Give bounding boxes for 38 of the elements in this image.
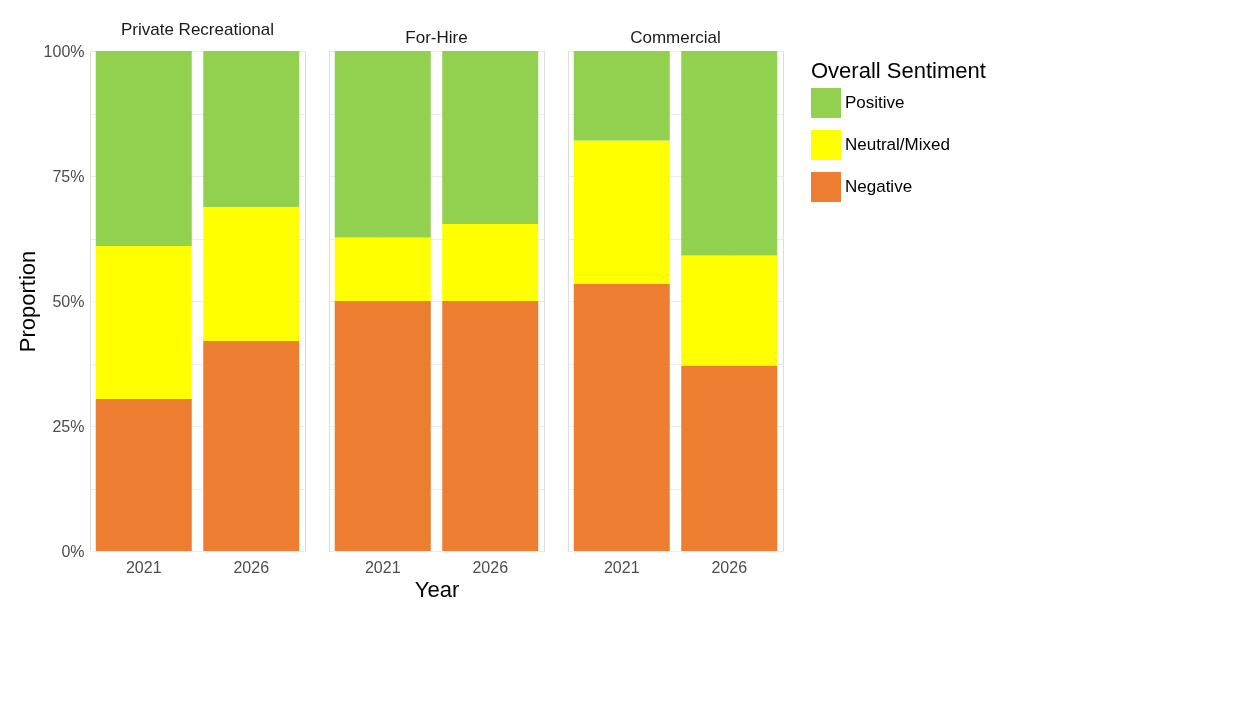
chart-title: Commercial: [630, 28, 721, 47]
bar: [573, 140, 670, 284]
legend-title: Overall Sentiment: [811, 58, 986, 83]
bar: [681, 365, 778, 551]
x-tick-label: 2021: [603, 558, 640, 576]
bar: [681, 255, 778, 366]
y-tick-label: 50%: [52, 292, 85, 310]
bar: [334, 237, 431, 301]
bar: [95, 399, 192, 551]
bar: [203, 207, 300, 341]
chart-title: Private Recreational: [120, 20, 275, 39]
legend-label: Neutral/Mixed: [845, 135, 950, 154]
bar: [573, 51, 670, 141]
bar: [573, 284, 670, 551]
bar: [203, 341, 300, 551]
x-tick-label: 2026: [233, 558, 270, 576]
x-axis-title: Year: [414, 576, 460, 602]
bar: [442, 224, 539, 301]
x-tick-label: 2026: [711, 558, 748, 576]
y-tick-label: 100%: [43, 42, 85, 60]
y-tick-label: 0%: [61, 542, 85, 560]
bar: [334, 301, 431, 551]
chart-title: For-Hire: [405, 28, 468, 47]
y-tick-label: 75%: [52, 167, 85, 185]
y-axis-title: Proportion: [14, 250, 40, 353]
x-tick-label: 2026: [472, 558, 509, 576]
x-tick-label: 2021: [364, 558, 401, 576]
x-tick-label: 2021: [125, 558, 162, 576]
legend-label: Negative: [845, 177, 913, 196]
bar: [95, 246, 192, 399]
bar: [442, 301, 539, 551]
bar: [442, 51, 539, 224]
bar: [681, 51, 778, 256]
bar: [95, 51, 192, 246]
bar: [334, 51, 431, 238]
y-tick-label: 25%: [52, 417, 85, 435]
legend-label: Positive: [845, 93, 905, 112]
bar: [203, 51, 300, 207]
